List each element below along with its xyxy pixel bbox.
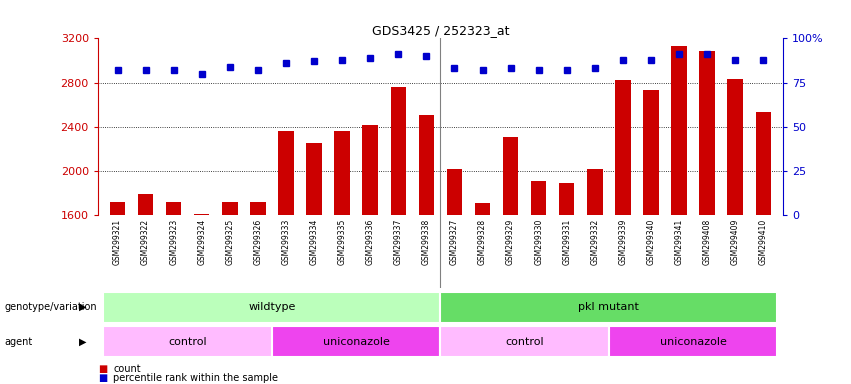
Bar	[475, 203, 490, 215]
Text: GSM299334: GSM299334	[310, 219, 318, 265]
Bar	[391, 87, 406, 215]
Bar	[559, 183, 574, 215]
Text: ▶: ▶	[79, 302, 86, 312]
Text: GSM299328: GSM299328	[478, 219, 487, 265]
Bar	[643, 90, 659, 215]
Bar	[419, 114, 434, 215]
Text: GSM299340: GSM299340	[647, 219, 655, 265]
Text: GSM299408: GSM299408	[703, 219, 711, 265]
Text: GSM299409: GSM299409	[731, 219, 740, 265]
Text: GSM299410: GSM299410	[759, 219, 768, 265]
Text: GSM299333: GSM299333	[282, 219, 290, 265]
Bar	[334, 131, 350, 215]
Bar	[272, 326, 441, 357]
Text: GSM299322: GSM299322	[141, 219, 150, 265]
Bar	[250, 202, 266, 215]
Bar	[306, 143, 322, 215]
Bar	[138, 194, 153, 215]
Bar	[587, 169, 603, 215]
Text: GSM299339: GSM299339	[619, 219, 627, 265]
Text: wildtype: wildtype	[248, 302, 295, 312]
Bar	[104, 326, 272, 357]
Bar	[503, 137, 518, 215]
Text: genotype/variation: genotype/variation	[4, 302, 97, 312]
Text: GSM299329: GSM299329	[506, 219, 515, 265]
Text: GSM299326: GSM299326	[254, 219, 262, 265]
Text: GSM299325: GSM299325	[226, 219, 234, 265]
Bar	[110, 202, 125, 215]
Text: GSM299321: GSM299321	[113, 219, 122, 265]
Text: GSM299330: GSM299330	[534, 219, 543, 265]
Bar	[222, 202, 237, 215]
Bar	[278, 131, 294, 215]
Text: GSM299337: GSM299337	[394, 219, 403, 265]
Text: ■: ■	[98, 364, 107, 374]
Bar	[363, 124, 378, 215]
Text: control: control	[505, 337, 544, 347]
Bar	[441, 326, 608, 357]
Text: GSM299338: GSM299338	[422, 219, 431, 265]
Text: GSM299341: GSM299341	[675, 219, 683, 265]
Bar	[531, 181, 546, 215]
Text: uniconazole: uniconazole	[323, 337, 390, 347]
Bar	[441, 292, 777, 323]
Text: GSM299327: GSM299327	[450, 219, 459, 265]
Bar	[756, 113, 771, 215]
Bar	[608, 326, 777, 357]
Bar	[447, 169, 462, 215]
Bar	[615, 80, 631, 215]
Text: GSM299324: GSM299324	[197, 219, 206, 265]
Text: count: count	[113, 364, 140, 374]
Bar	[728, 79, 743, 215]
Text: control: control	[168, 337, 207, 347]
Bar	[700, 51, 715, 215]
Text: ▶: ▶	[79, 337, 86, 347]
Text: agent: agent	[4, 337, 32, 347]
Text: pkl mutant: pkl mutant	[579, 302, 639, 312]
Text: uniconazole: uniconazole	[660, 337, 727, 347]
Text: GSM299336: GSM299336	[366, 219, 374, 265]
Text: GSM299323: GSM299323	[169, 219, 178, 265]
Bar	[166, 202, 181, 215]
Text: GSM299331: GSM299331	[563, 219, 571, 265]
Text: GSM299335: GSM299335	[338, 219, 346, 265]
Text: percentile rank within the sample: percentile rank within the sample	[113, 373, 278, 383]
Title: GDS3425 / 252323_at: GDS3425 / 252323_at	[372, 24, 509, 37]
Text: GSM299332: GSM299332	[591, 219, 599, 265]
Text: ■: ■	[98, 373, 107, 383]
Bar	[104, 292, 441, 323]
Bar	[671, 46, 687, 215]
